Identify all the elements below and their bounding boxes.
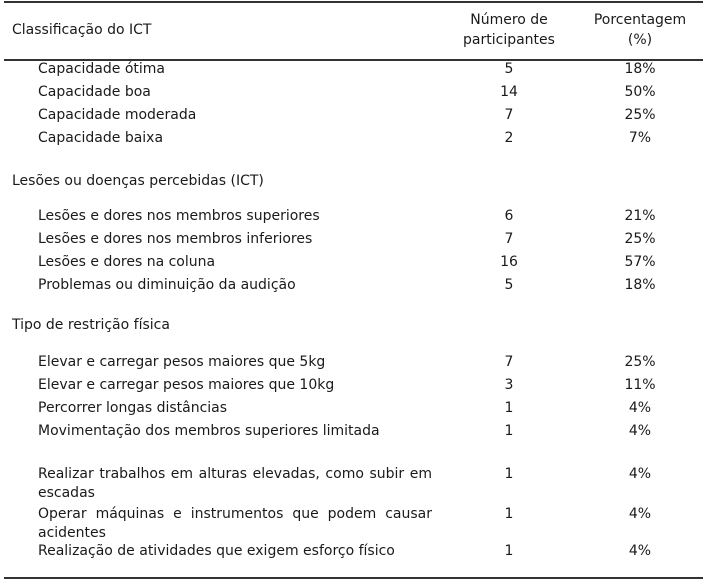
row-label: Capacidade boa: [38, 84, 151, 100]
section-title: Lesões ou doenças percebidas (ICT): [12, 173, 264, 189]
row-label: Capacidade moderada: [38, 107, 197, 123]
percentage: 57%: [624, 254, 656, 270]
participants-count: 7: [504, 354, 514, 370]
row-label: Capacidade baixa: [38, 130, 164, 146]
participants-count: 1: [504, 506, 514, 522]
row-label: Percorrer longas distâncias: [38, 400, 228, 416]
row-label: Lesões e dores nos membros superiores: [38, 208, 320, 224]
header-rule: [4, 59, 703, 61]
section-title: Tipo de restrição física: [12, 317, 170, 333]
header-participants-line2: participantes: [463, 32, 555, 48]
percentage: 4%: [628, 543, 652, 559]
header-participants: Número de participantes: [445, 10, 573, 50]
participants-count: 1: [504, 466, 514, 482]
header-percentage: Porcentagem (%): [585, 10, 695, 50]
participants-count: 3: [504, 377, 514, 393]
percentage: 11%: [624, 377, 656, 393]
participants-count: 1: [504, 423, 514, 439]
percentage: 4%: [628, 506, 652, 522]
percentage: 18%: [624, 61, 656, 77]
participants-count: 16: [500, 254, 518, 270]
header-participants-line1: Número de: [470, 12, 548, 28]
row-label: Elevar e carregar pesos maiores que 10kg: [38, 377, 335, 393]
row-label: Capacidade ótima: [38, 61, 165, 77]
row-label: Elevar e carregar pesos maiores que 5kg: [38, 354, 326, 370]
row-label: Realizar trabalhos em alturas elevadas, …: [38, 466, 432, 501]
participants-count: 2: [504, 130, 514, 146]
participants-count: 5: [504, 277, 514, 293]
participants-count: 1: [504, 400, 514, 416]
percentage: 4%: [628, 400, 652, 416]
percentage: 25%: [624, 107, 656, 123]
header-classification: Classificação do ICT: [12, 22, 152, 38]
participants-count: 14: [500, 84, 518, 100]
row-label: Operar máquinas e instrumentos que podem…: [38, 506, 432, 541]
header-percentage-line1: Porcentagem: [593, 12, 687, 28]
participants-count: 1: [504, 543, 514, 559]
row-label: Lesões e dores na coluna: [38, 254, 216, 270]
percentage: 50%: [624, 84, 656, 100]
row-label: Lesões e dores nos membros inferiores: [38, 231, 313, 247]
header-percentage-line2: (%): [627, 32, 653, 48]
percentage: 4%: [628, 423, 652, 439]
percentage: 18%: [624, 277, 656, 293]
percentage: 21%: [624, 208, 656, 224]
top-rule: [4, 1, 703, 3]
percentage: 25%: [624, 354, 656, 370]
participants-count: 7: [504, 231, 514, 247]
row-label: Problemas ou diminuição da audição: [38, 277, 296, 293]
percentage: 25%: [624, 231, 656, 247]
row-label: Movimentação dos membros superiores limi…: [38, 423, 380, 439]
percentage: 7%: [628, 130, 652, 146]
row-label: Realização de atividades que exigem esfo…: [38, 543, 395, 559]
percentage: 4%: [628, 466, 652, 482]
participants-count: 5: [504, 61, 514, 77]
participants-count: 7: [504, 107, 514, 123]
participants-count: 6: [504, 208, 514, 224]
bottom-rule: [4, 577, 703, 579]
